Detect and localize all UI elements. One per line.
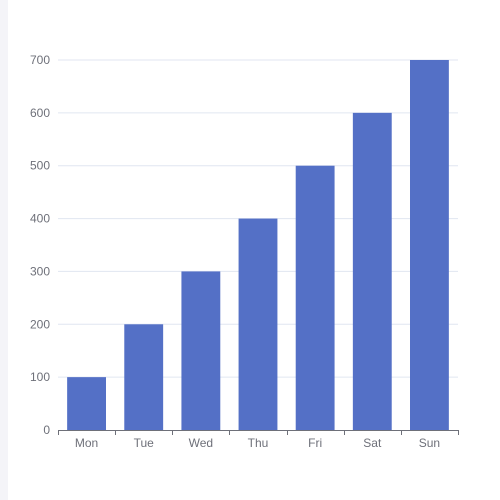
y-tick-label: 500 [30,159,50,173]
bar-mon[interactable] [67,377,106,430]
bar-thu[interactable] [238,218,278,430]
x-tick-label: Wed [189,436,213,450]
bar-tue[interactable] [124,324,164,430]
y-tick-label: 400 [30,212,50,226]
x-tick-label: Thu [248,436,269,450]
bar-wed[interactable] [181,271,221,430]
bars [67,60,449,430]
x-tick-label: Mon [75,436,98,450]
y-tick-label: 300 [30,264,50,278]
y-tick-label: 0 [43,423,50,437]
y-tick-label: 200 [30,317,50,331]
y-tick-label: 100 [30,370,50,384]
bar-sun[interactable] [410,60,449,430]
y-tick-label: 600 [30,106,50,120]
x-tick-label: Sun [419,436,440,450]
x-axis: Mon Tue Wed Thu Fri Sat Sun [58,430,459,450]
y-tick-label: 700 [30,53,50,67]
x-tick-label: Fri [308,436,322,450]
y-axis: 0 100 200 300 400 500 600 700 [30,53,50,437]
bar-sat[interactable] [352,112,392,430]
bar-fri[interactable] [295,165,335,430]
x-tick-label: Tue [134,436,155,450]
x-tick-label: Sat [363,436,382,450]
